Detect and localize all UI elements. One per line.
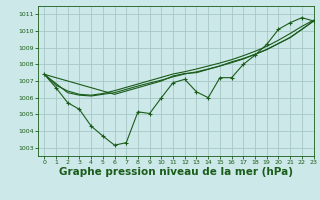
- X-axis label: Graphe pression niveau de la mer (hPa): Graphe pression niveau de la mer (hPa): [59, 167, 293, 177]
